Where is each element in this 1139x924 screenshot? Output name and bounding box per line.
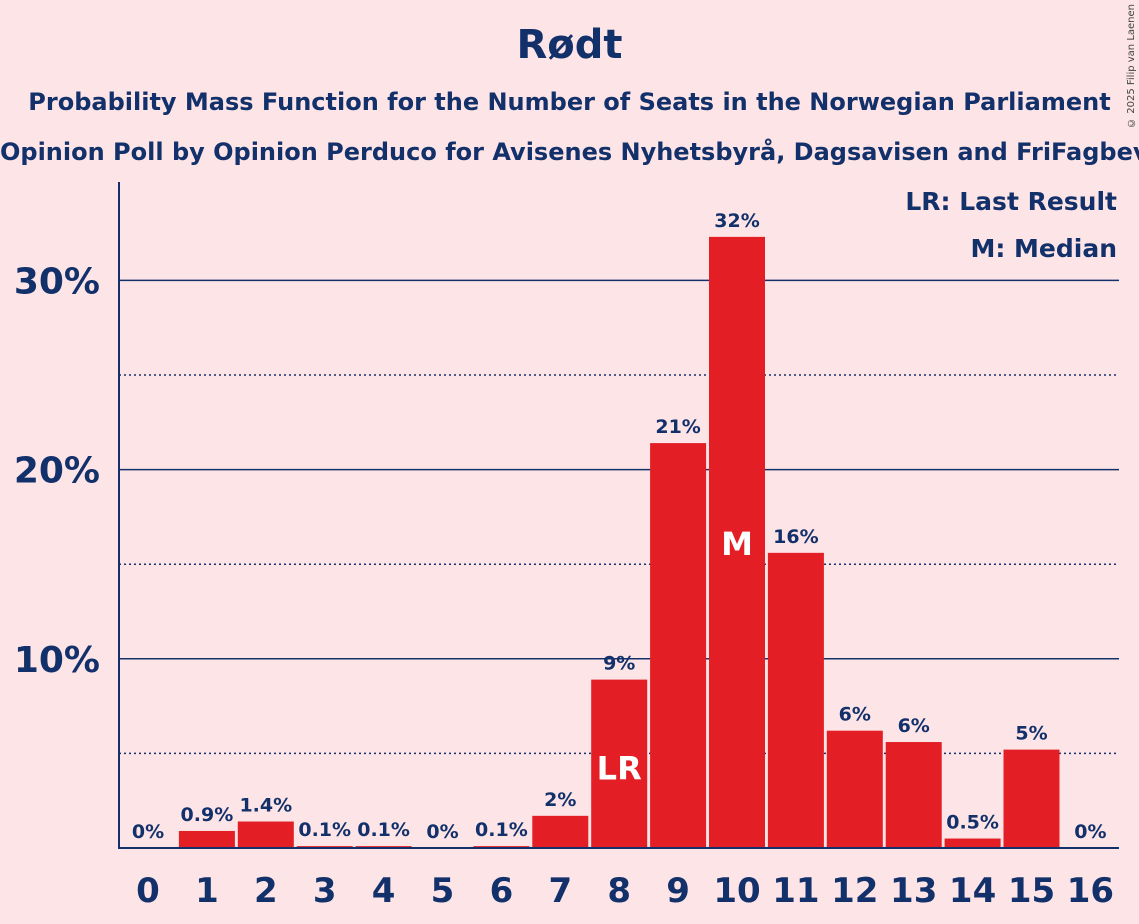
x-tick-label-8: 8 [607,871,631,911]
data-label-2: 1.4% [239,795,292,817]
data-label-8: 9% [603,653,635,675]
x-tick-label-11: 11 [772,871,819,911]
bar-15 [1003,749,1060,848]
x-tick-label-13: 13 [890,871,937,911]
x-tick-label-10: 10 [713,871,760,911]
chart-poll-description: Opinion Poll by Opinion Perduco for Avis… [0,138,1139,166]
data-label-7: 2% [544,789,576,811]
y-tick-label: 20% [14,451,100,492]
x-tick-label-14: 14 [949,871,996,911]
bar-13 [885,742,942,848]
data-label-12: 6% [839,704,871,726]
bar-9 [650,443,707,848]
bar-7 [532,815,589,848]
data-label-15: 5% [1015,723,1047,745]
data-label-9: 21% [655,416,700,438]
last-result-marker: LR [597,750,642,788]
x-tick-label-16: 16 [1067,871,1114,911]
bar-14 [944,838,1001,848]
bar-12 [826,730,883,848]
data-label-3: 0.1% [298,819,351,841]
x-tick-label-15: 15 [1008,871,1055,911]
data-label-16: 0% [1074,821,1106,843]
chart-title: Rødt [516,22,623,68]
data-label-0: 0% [132,821,164,843]
x-tick-label-1: 1 [195,871,219,911]
data-label-5: 0% [426,821,458,843]
x-tick-label-6: 6 [490,871,514,911]
y-tick-label: 10% [14,640,100,681]
data-label-1: 0.9% [181,804,234,826]
legend-last-result: LR: Last Result [905,187,1117,216]
data-label-13: 6% [898,715,930,737]
x-tick-label-2: 2 [254,871,278,911]
y-tick-label: 30% [14,261,100,302]
data-label-14: 0.5% [946,812,999,834]
x-tick-label-4: 4 [372,871,396,911]
bar-10 [709,236,765,848]
x-tick-label-5: 5 [431,871,455,911]
data-label-10: 32% [714,210,759,232]
x-tick-label-12: 12 [831,871,878,911]
data-label-11: 16% [773,526,818,548]
bar-11 [767,552,824,848]
x-tick-label-9: 9 [666,871,690,911]
data-label-6: 0.1% [475,819,528,841]
x-tick-label-0: 0 [136,871,160,911]
data-label-4: 0.1% [357,819,410,841]
x-tick-label-7: 7 [548,871,572,911]
bar-8 [591,679,648,848]
bar-2 [237,821,294,848]
bar-1 [178,830,235,848]
x-tick-label-3: 3 [313,871,337,911]
median-marker: M [721,525,753,563]
chart-subtitle: Probability Mass Function for the Number… [28,88,1111,116]
legend-median: M: Median [970,234,1117,263]
